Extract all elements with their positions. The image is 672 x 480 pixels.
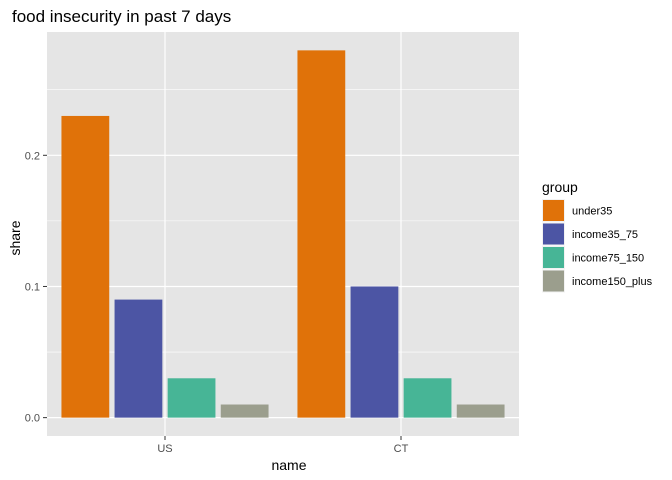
legend-swatch-income35_75 <box>543 223 564 245</box>
x-axis-title: name <box>271 457 306 473</box>
legend-label-under35: under35 <box>572 206 612 218</box>
legend: group under35 income35_75 income75_150inco… <box>542 179 653 293</box>
bars <box>61 50 505 418</box>
y-axis: 0.0 0.1 0.2 <box>25 150 47 425</box>
legend-swatch-under35 <box>543 200 564 221</box>
legend-swatch-income75_150 <box>543 247 564 268</box>
y-axis-title: share <box>7 220 23 255</box>
legend-label-income150_plus: income150_plus <box>572 276 653 288</box>
bar-under35-CT <box>297 50 346 418</box>
bar-income75_150-US <box>167 378 216 418</box>
legend-label-income75_150: income75_150 <box>572 253 644 265</box>
legend-swatch-income150_plus <box>543 270 564 292</box>
bar-income150_plus-US <box>220 404 269 418</box>
legend-title: group <box>542 179 578 195</box>
chart-title: food insecurity in past 7 days <box>12 7 231 26</box>
legend-label-income35_75: income35_75 <box>572 229 638 241</box>
legend-items: under35 income35_75 income75_150 income150_… <box>542 199 653 293</box>
bar-income75_150-CT <box>403 378 452 418</box>
y-tick-label: 0.0 <box>25 413 40 425</box>
x-tick-label: CT <box>394 443 409 455</box>
bar-income35_75-CT <box>350 286 399 418</box>
x-axis: US CT <box>157 436 409 455</box>
y-tick-label: 0.2 <box>25 150 40 162</box>
bar-income35_75-US <box>114 299 163 418</box>
y-tick-label: 0.1 <box>25 281 40 293</box>
x-tick-label: US <box>157 443 172 455</box>
bar-income150_plus-CT <box>456 404 505 418</box>
bar-under35-US <box>61 115 110 418</box>
